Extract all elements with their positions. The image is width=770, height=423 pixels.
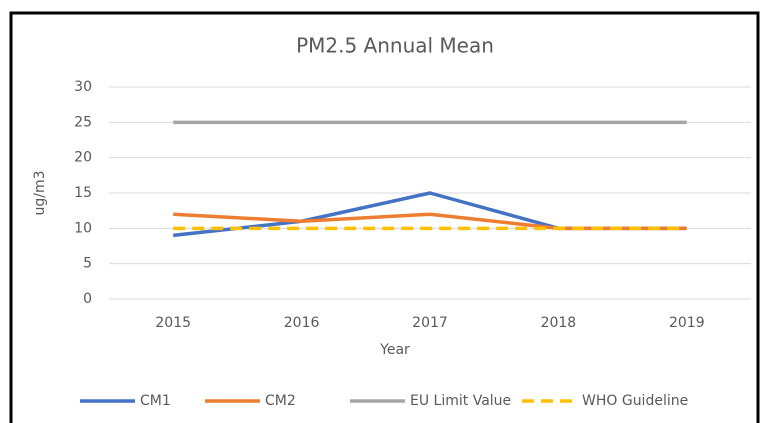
legend-label: EU Limit Value: [410, 393, 511, 409]
legend-label: CM2: [265, 393, 296, 409]
y-tick-label: 20: [74, 150, 92, 166]
chart-title: PM2.5 Annual Mean: [296, 34, 494, 58]
y-tick-label: 30: [74, 79, 92, 95]
y-tick-label: 10: [74, 220, 92, 236]
legend-label: CM1: [140, 393, 171, 409]
x-tick-label: 2017: [412, 315, 448, 331]
y-tick-label: 25: [74, 114, 92, 130]
y-tick-label: 5: [83, 256, 92, 272]
x-tick-label: 2016: [284, 315, 320, 331]
x-axis-label: Year: [379, 342, 410, 358]
x-tick-label: 2019: [669, 315, 705, 331]
y-axis-label: ug/m3: [32, 170, 48, 215]
y-tick-label: 0: [83, 291, 92, 307]
y-tick-label: 15: [74, 185, 92, 201]
legend-label: WHO Guideline: [582, 393, 688, 409]
x-tick-label: 2015: [155, 315, 191, 331]
x-tick-label: 2018: [541, 315, 577, 331]
